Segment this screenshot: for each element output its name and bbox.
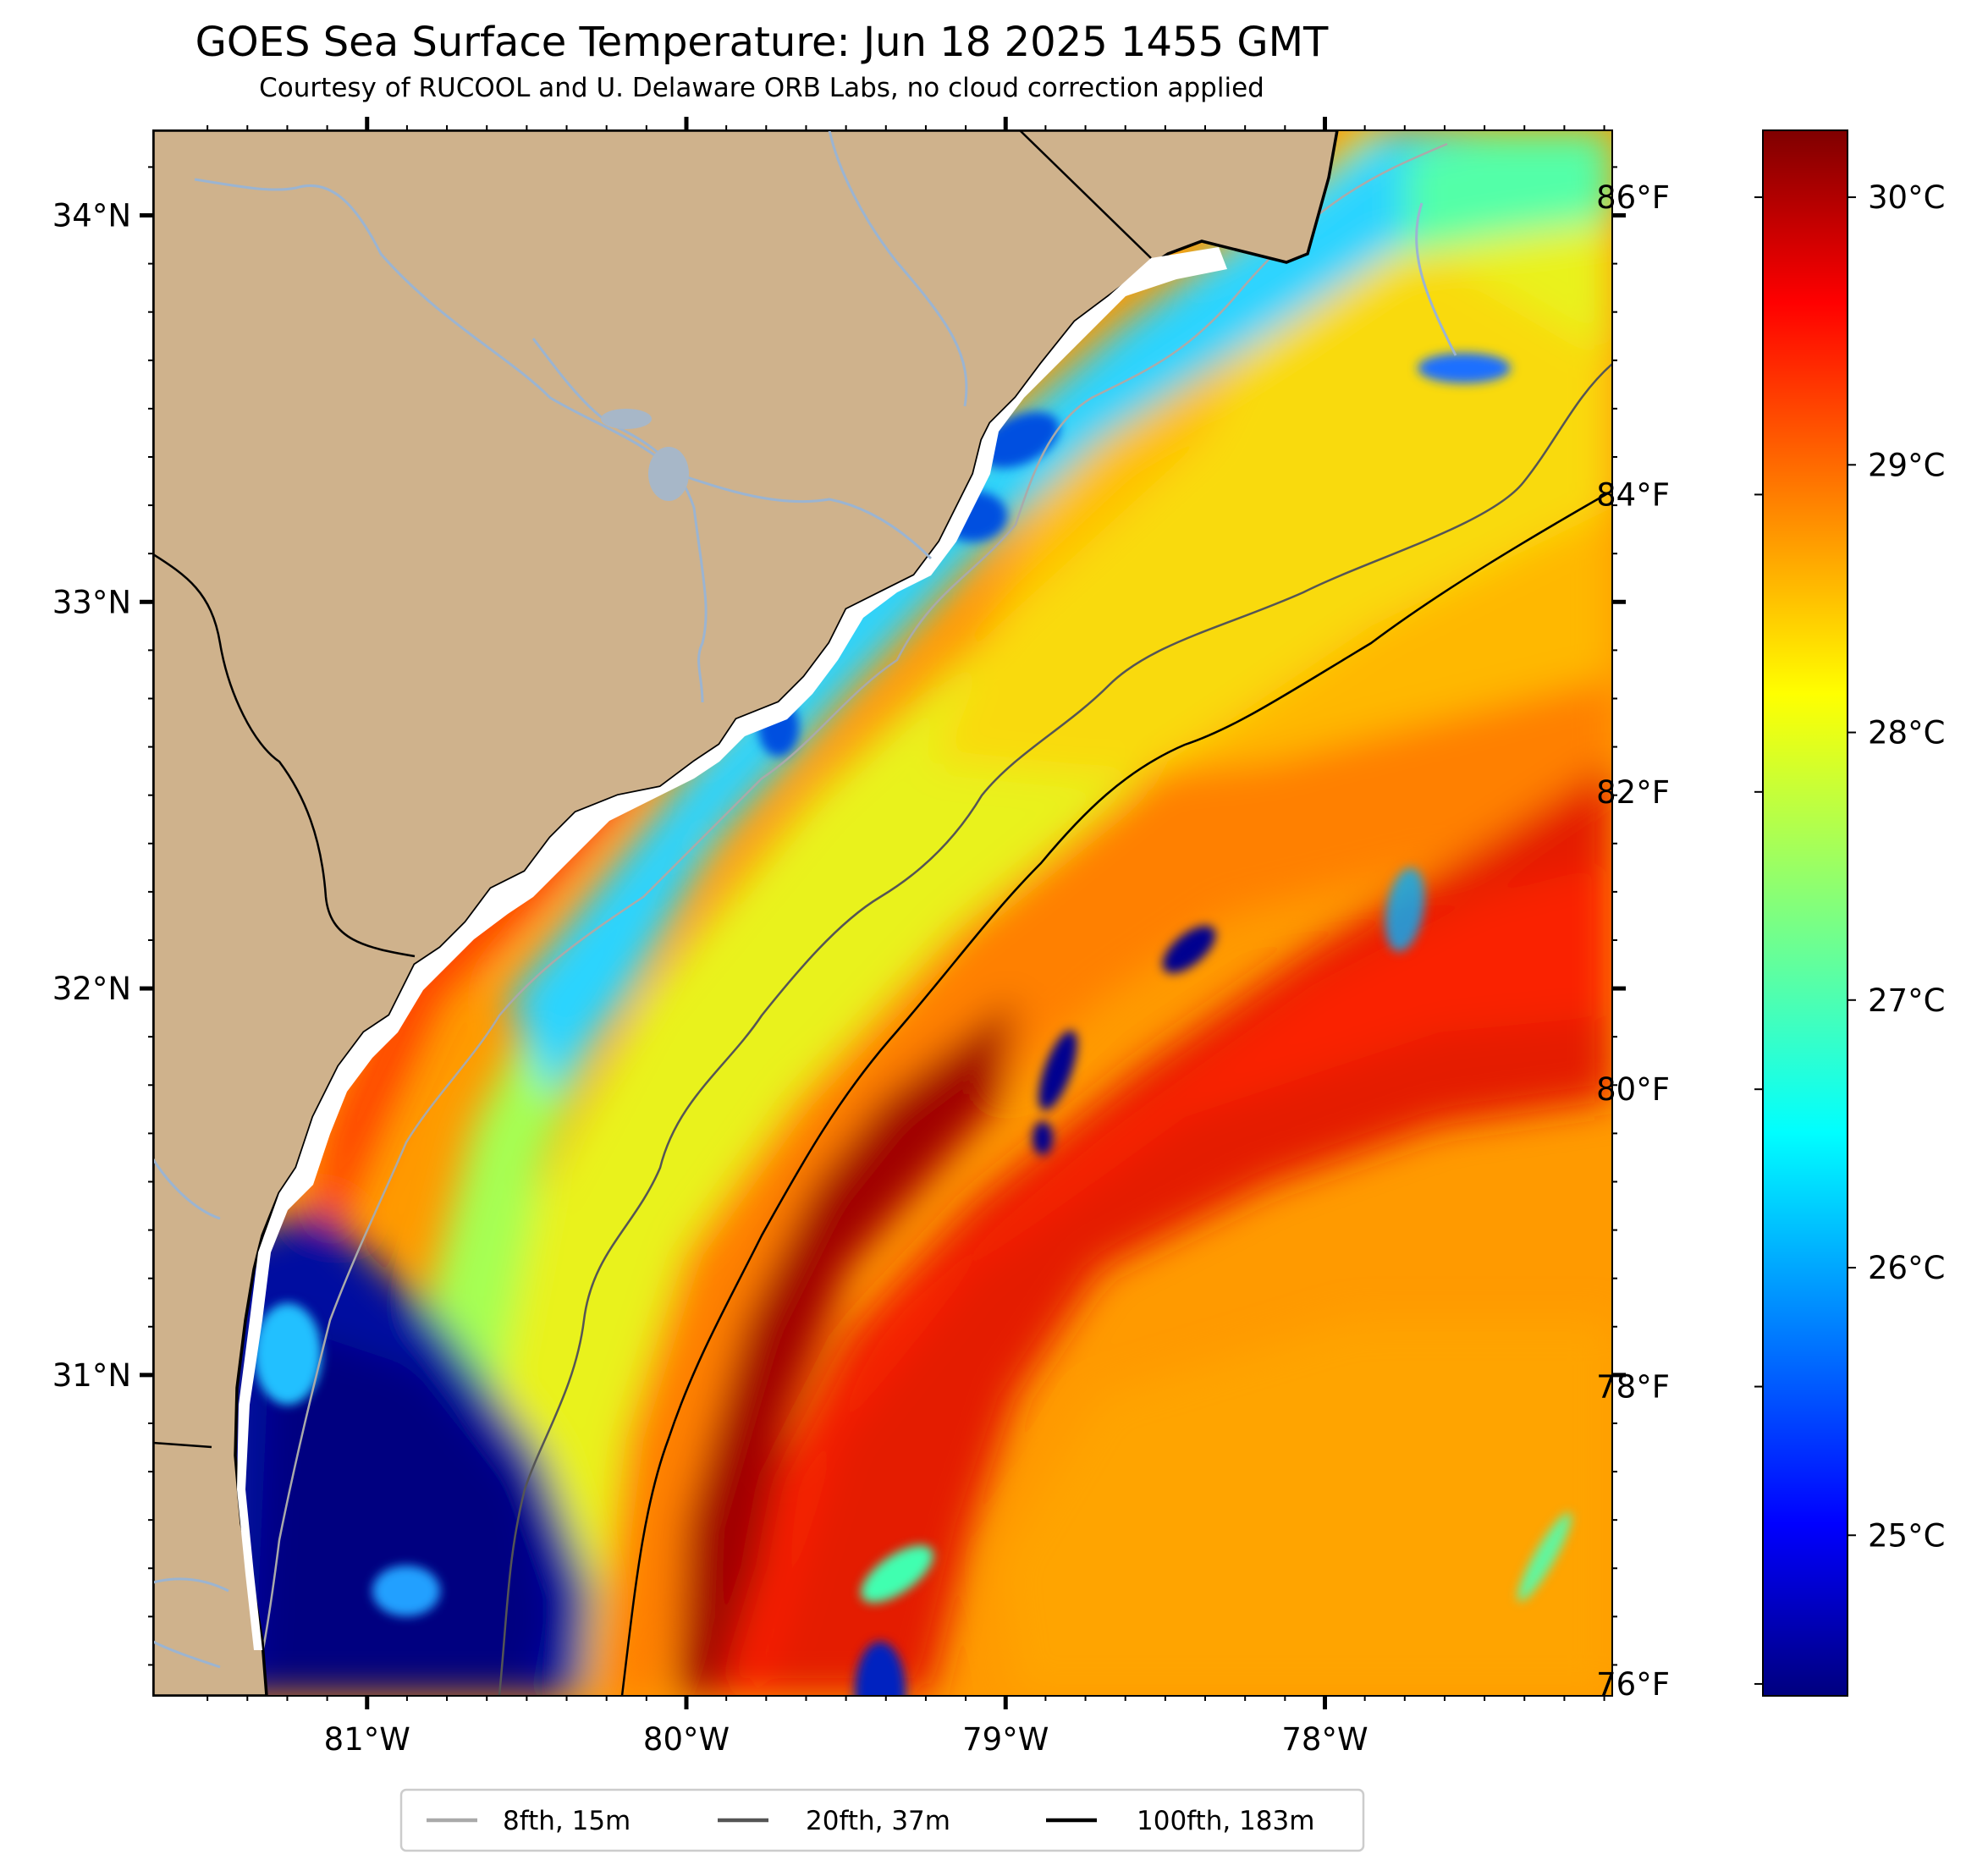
- lat-tick-label: 33°N: [52, 584, 131, 620]
- lat-tick-label: 32°N: [52, 971, 131, 1007]
- legend-label-100fth: 100fth, 183m: [1137, 1806, 1314, 1836]
- contour-20fth: [498, 363, 1612, 1696]
- map-panel: 81°W 80°W 79°W 78°W 34°N 33°N 32°N 31°N: [52, 117, 1626, 1758]
- lake-marion: [601, 409, 652, 429]
- colorbar-f-tick-label: 80°F: [1596, 1071, 1670, 1108]
- sst-detail-features: [254, 353, 1572, 1696]
- legend-label-8fth: 8fth, 15m: [503, 1806, 631, 1836]
- colorbar-f-tick-label: 78°F: [1596, 1369, 1670, 1406]
- map-frame: [152, 129, 1613, 1697]
- contour-100fth: [620, 489, 1612, 1696]
- bathymetry-legend: 8fth, 15m 20fth, 37m 100fth, 183m: [399, 1788, 1365, 1852]
- colorbar-c-tick-label: 29°C: [1868, 447, 1945, 483]
- colorbar: 30°C 29°C 28°C 27°C 26°C 25°C 86°F 84°F 82°F 80°F…: [1596, 129, 1945, 1703]
- map-title: GOES Sea Surface Temperature: Jun 18 202…: [195, 19, 1329, 66]
- rivers: [153, 130, 1457, 1669]
- legend-label-20fth: 20fth, 37m: [806, 1806, 950, 1836]
- lon-tick-label: 78°W: [1281, 1721, 1368, 1758]
- colorbar-f-tick-label: 86°F: [1596, 179, 1670, 216]
- map-subtitle: Courtesy of RUCOOL and U. Delaware ORB L…: [259, 73, 1264, 103]
- lon-tick-label: 79°W: [962, 1721, 1049, 1758]
- colorbar-f-tick-label: 82°F: [1596, 774, 1670, 811]
- bathymetry-contours: [252, 142, 1612, 1696]
- contour-8fth: [252, 142, 1448, 1696]
- colorbar-c-tick-label: 26°C: [1868, 1250, 1945, 1286]
- colorbar-f-tick-label: 76°F: [1596, 1666, 1670, 1703]
- colorbar-f-tick-label: 84°F: [1596, 476, 1670, 513]
- lat-tick-label: 34°N: [52, 197, 131, 234]
- lon-tick-label: 81°W: [324, 1721, 410, 1758]
- lat-tick-label: 31°N: [52, 1357, 131, 1394]
- lake-moultrie: [648, 447, 689, 501]
- state-borders: [153, 130, 1152, 1449]
- colorbar-c-tick-label: 27°C: [1868, 982, 1945, 1019]
- colorbar-c-tick-label: 25°C: [1868, 1517, 1945, 1554]
- colorbar-c-tick-label: 28°C: [1868, 715, 1945, 751]
- colorbar-gradient: [1762, 129, 1848, 1697]
- map-ticks: 81°W 80°W 79°W 78°W 34°N 33°N 32°N 31°N: [52, 117, 1626, 1758]
- legend-box: [399, 1788, 1365, 1852]
- lon-tick-label: 80°W: [643, 1721, 730, 1758]
- colorbar-ticks: 30°C 29°C 28°C 27°C 26°C 25°C 86°F 84°F 82°F 80°F…: [1596, 179, 1945, 1703]
- colorbar-c-tick-label: 30°C: [1868, 179, 1945, 216]
